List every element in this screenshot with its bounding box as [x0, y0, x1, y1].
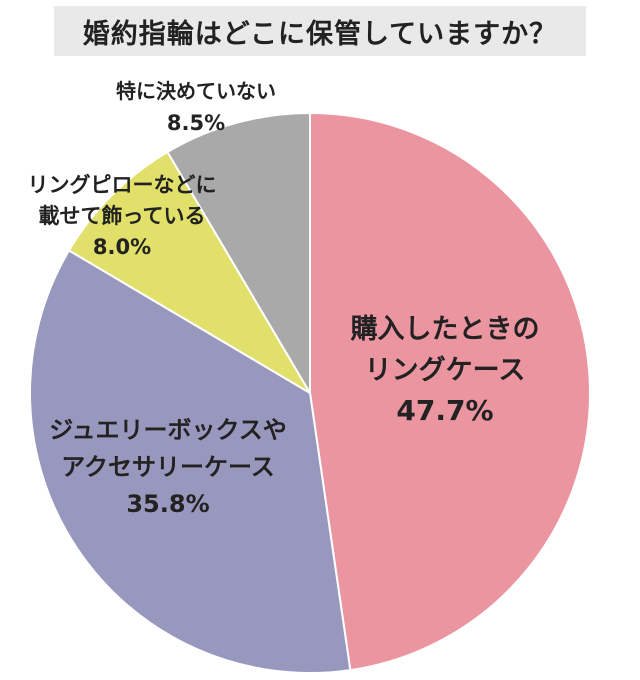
slice-label-line: リングピローなどに — [28, 173, 217, 197]
slice-label-line: 購入したときの — [351, 314, 540, 345]
slice-label-line: 載せて飾っている — [39, 204, 206, 228]
slice-value-label: 8.5% — [167, 111, 225, 135]
pie-slice-ring-pillow — [67, 150, 311, 394]
slice-label-line: ジュエリーボックスや — [49, 416, 287, 444]
pie-slice-undecided — [166, 111, 311, 397]
slice-value-label: 8.0% — [93, 235, 151, 259]
slice-label-line: アクセサリーケース — [61, 453, 275, 481]
slice-label-undecided: 特に決めていない 8.5% — [116, 79, 276, 135]
slice-label-line: 特に決めていない — [116, 79, 276, 103]
chart-title: 婚約指輪はどこに保管していますか？ — [54, 6, 586, 56]
pie-slice-jewelry-box — [29, 249, 352, 674]
slice-value-label: 35.8% — [126, 490, 209, 518]
pie-slice-ring-case — [309, 111, 591, 672]
slice-label-line: リングケース — [365, 354, 526, 386]
slice-value-label: 47.7% — [396, 394, 493, 427]
